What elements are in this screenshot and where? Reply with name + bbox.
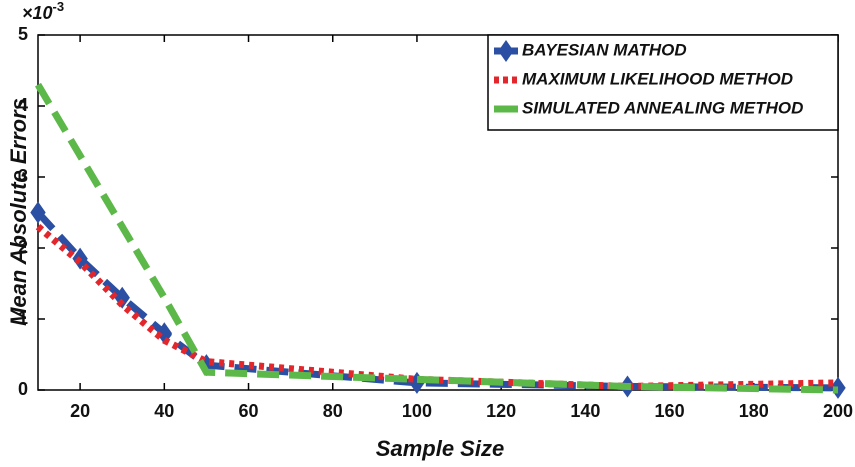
legend-label: MAXIMUM LIKELIHOOD METHOD <box>522 69 793 88</box>
x-tick-label: 100 <box>402 401 432 421</box>
x-axis-label: Sample Size <box>376 436 504 461</box>
legend-label: SIMULATED ANNEALING METHOD <box>522 98 803 117</box>
y-tick-label: 5 <box>18 24 28 44</box>
series-line <box>34 82 839 394</box>
x-tick-label: 120 <box>486 401 516 421</box>
y-tick-label: 2 <box>18 237 28 257</box>
y-scale: ×10-3 <box>22 0 64 23</box>
y-scale-base: ×10 <box>22 3 53 23</box>
y-tick-label: 3 <box>18 166 28 186</box>
x-tick-label: 40 <box>154 401 174 421</box>
x-tick-label: 140 <box>570 401 600 421</box>
x-tick-label: 60 <box>239 401 259 421</box>
y-tick-label: 0 <box>18 379 28 399</box>
legend-box <box>487 34 839 131</box>
y-tick-label: 4 <box>18 95 28 115</box>
legend-label: BAYESIAN MATHOD <box>522 40 687 59</box>
x-tick-label: 160 <box>655 401 685 421</box>
y-axis-label: Mean Absolute Errors <box>6 98 31 326</box>
marker <box>30 201 46 224</box>
legend-marker <box>498 40 514 62</box>
y-scale-exponent: -3 <box>53 0 65 14</box>
x-tick-label: 200 <box>823 401 853 421</box>
y-tick-label: 1 <box>18 308 28 328</box>
x-tick-label: 80 <box>323 401 343 421</box>
x-tick-label: 180 <box>739 401 769 421</box>
x-tick-label: 20 <box>70 401 90 421</box>
